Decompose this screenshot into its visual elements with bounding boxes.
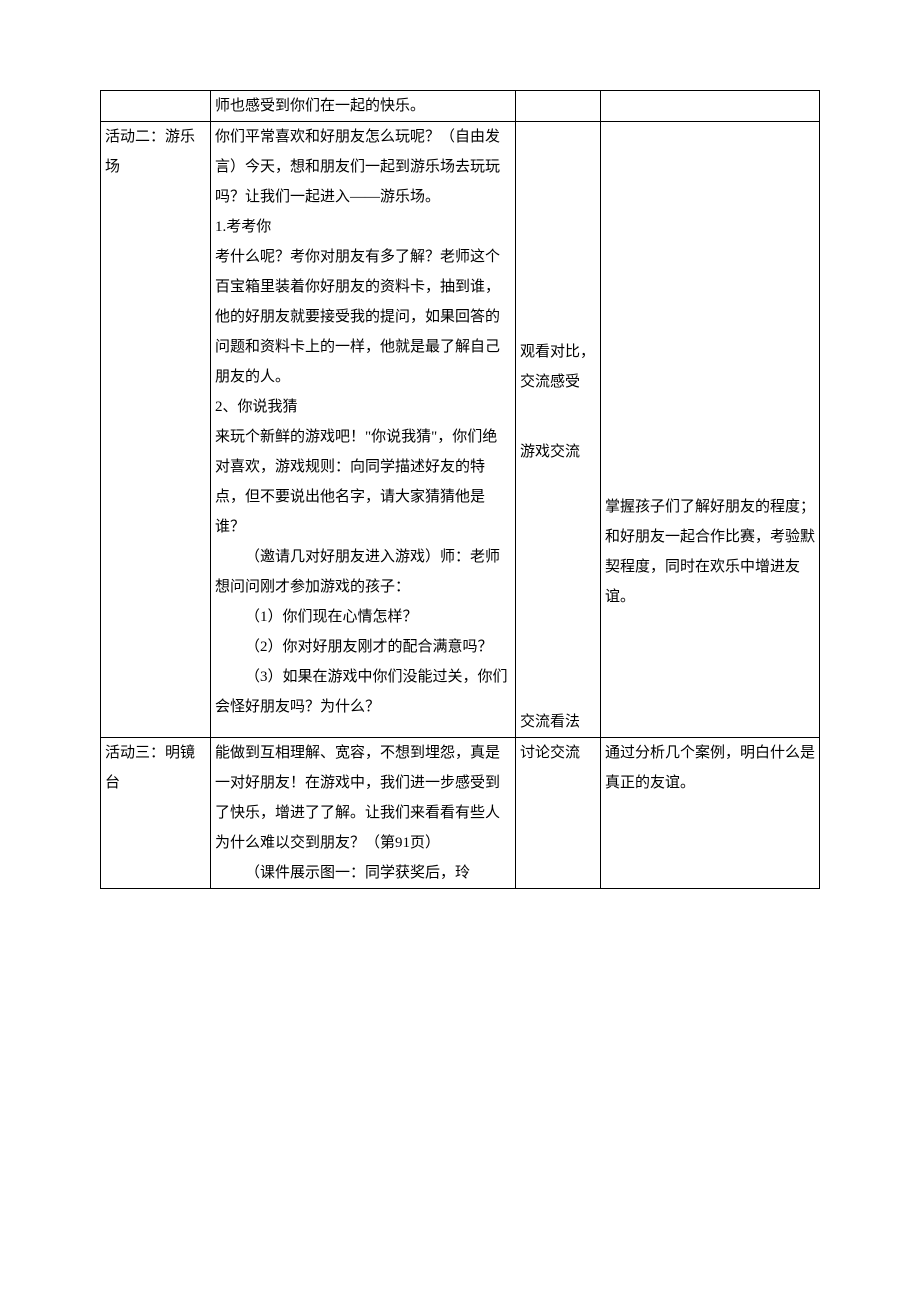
section-heading: 2、你说我猜 (215, 392, 511, 422)
student-activity-cell (516, 91, 601, 122)
teacher-activity-cell: 能做到互相理解、宽容，不想到埋怨，真是一对好朋友！在游戏中，我们进一步感受到了快… (211, 738, 516, 889)
activity-name-cell: 活动二：游乐场 (101, 122, 211, 738)
body-text: 你们平常喜欢和好朋友怎么玩呢？（自由发言）今天，想和朋友们一起到游乐场去玩玩吗？… (215, 122, 511, 212)
body-text: 交流看法 (520, 707, 596, 737)
table-row: 师也感受到你们在一起的快乐。 (101, 91, 820, 122)
body-text: 游戏交流 (520, 437, 596, 467)
teacher-activity-cell: 你们平常喜欢和好朋友怎么玩呢？（自由发言）今天，想和朋友们一起到游乐场去玩玩吗？… (211, 122, 516, 738)
table-row: 活动二：游乐场 你们平常喜欢和好朋友怎么玩呢？（自由发言）今天，想和朋友们一起到… (101, 122, 820, 738)
activity-title: 活动三：明镜台 (105, 745, 195, 791)
body-text: 讨论交流 (520, 745, 580, 761)
body-text: （2）你对好朋友刚才的配合满意吗？ (215, 632, 511, 662)
document-page: 师也感受到你们在一起的快乐。 活动二：游乐场 你们平常喜欢和好朋友怎么玩呢？（自… (0, 0, 920, 949)
activity-name-cell (101, 91, 211, 122)
table-row: 活动三：明镜台 能做到互相理解、宽容，不想到埋怨，真是一对好朋友！在游戏中，我们… (101, 738, 820, 889)
activity-title: 活动二：游乐场 (105, 129, 195, 175)
body-text: 能做到互相理解、宽容，不想到埋怨，真是一对好朋友！在游戏中，我们进一步感受到了快… (215, 738, 511, 858)
body-text: （课件展示图一：同学获奖后，玲 (215, 858, 511, 888)
intent-cell (601, 91, 820, 122)
body-text: （邀请几对好朋友进入游戏）师：老师想问问刚才参加游戏的孩子： (215, 542, 511, 602)
lesson-plan-table: 师也感受到你们在一起的快乐。 活动二：游乐场 你们平常喜欢和好朋友怎么玩呢？（自… (100, 90, 820, 889)
body-text: 通过分析几个案例，明白什么是真正的友谊。 (605, 738, 815, 798)
body-text: 观看对比，交流感受 (520, 337, 596, 397)
intent-cell: 掌握孩子们了解好朋友的程度；和好朋友一起合作比赛，考验默契程度，同时在欢乐中增进… (601, 122, 820, 738)
teacher-activity-cell: 师也感受到你们在一起的快乐。 (211, 91, 516, 122)
student-activity-cell: 讨论交流 (516, 738, 601, 889)
body-text: 来玩个新鲜的游戏吧！"你说我猜"，你们绝对喜欢，游戏规则：向同学描述好友的特点，… (215, 422, 511, 542)
body-text: （1）你们现在心情怎样？ (215, 602, 511, 632)
activity-name-cell: 活动三：明镜台 (101, 738, 211, 889)
body-text: 师也感受到你们在一起的快乐。 (215, 91, 511, 121)
student-activity-cell: 观看对比，交流感受 游戏交流 交流看法 (516, 122, 601, 738)
body-text: 考什么呢？考你对朋友有多了解？老师这个百宝箱里装着你好朋友的资料卡，抽到谁，他的… (215, 242, 511, 392)
intent-cell: 通过分析几个案例，明白什么是真正的友谊。 (601, 738, 820, 889)
body-text: （3）如果在游戏中你们没能过关，你们会怪好朋友吗？为什么？ (215, 662, 511, 722)
section-heading: 1.考考你 (215, 212, 511, 242)
body-text: 掌握孩子们了解好朋友的程度；和好朋友一起合作比赛，考验默契程度，同时在欢乐中增进… (605, 492, 815, 612)
